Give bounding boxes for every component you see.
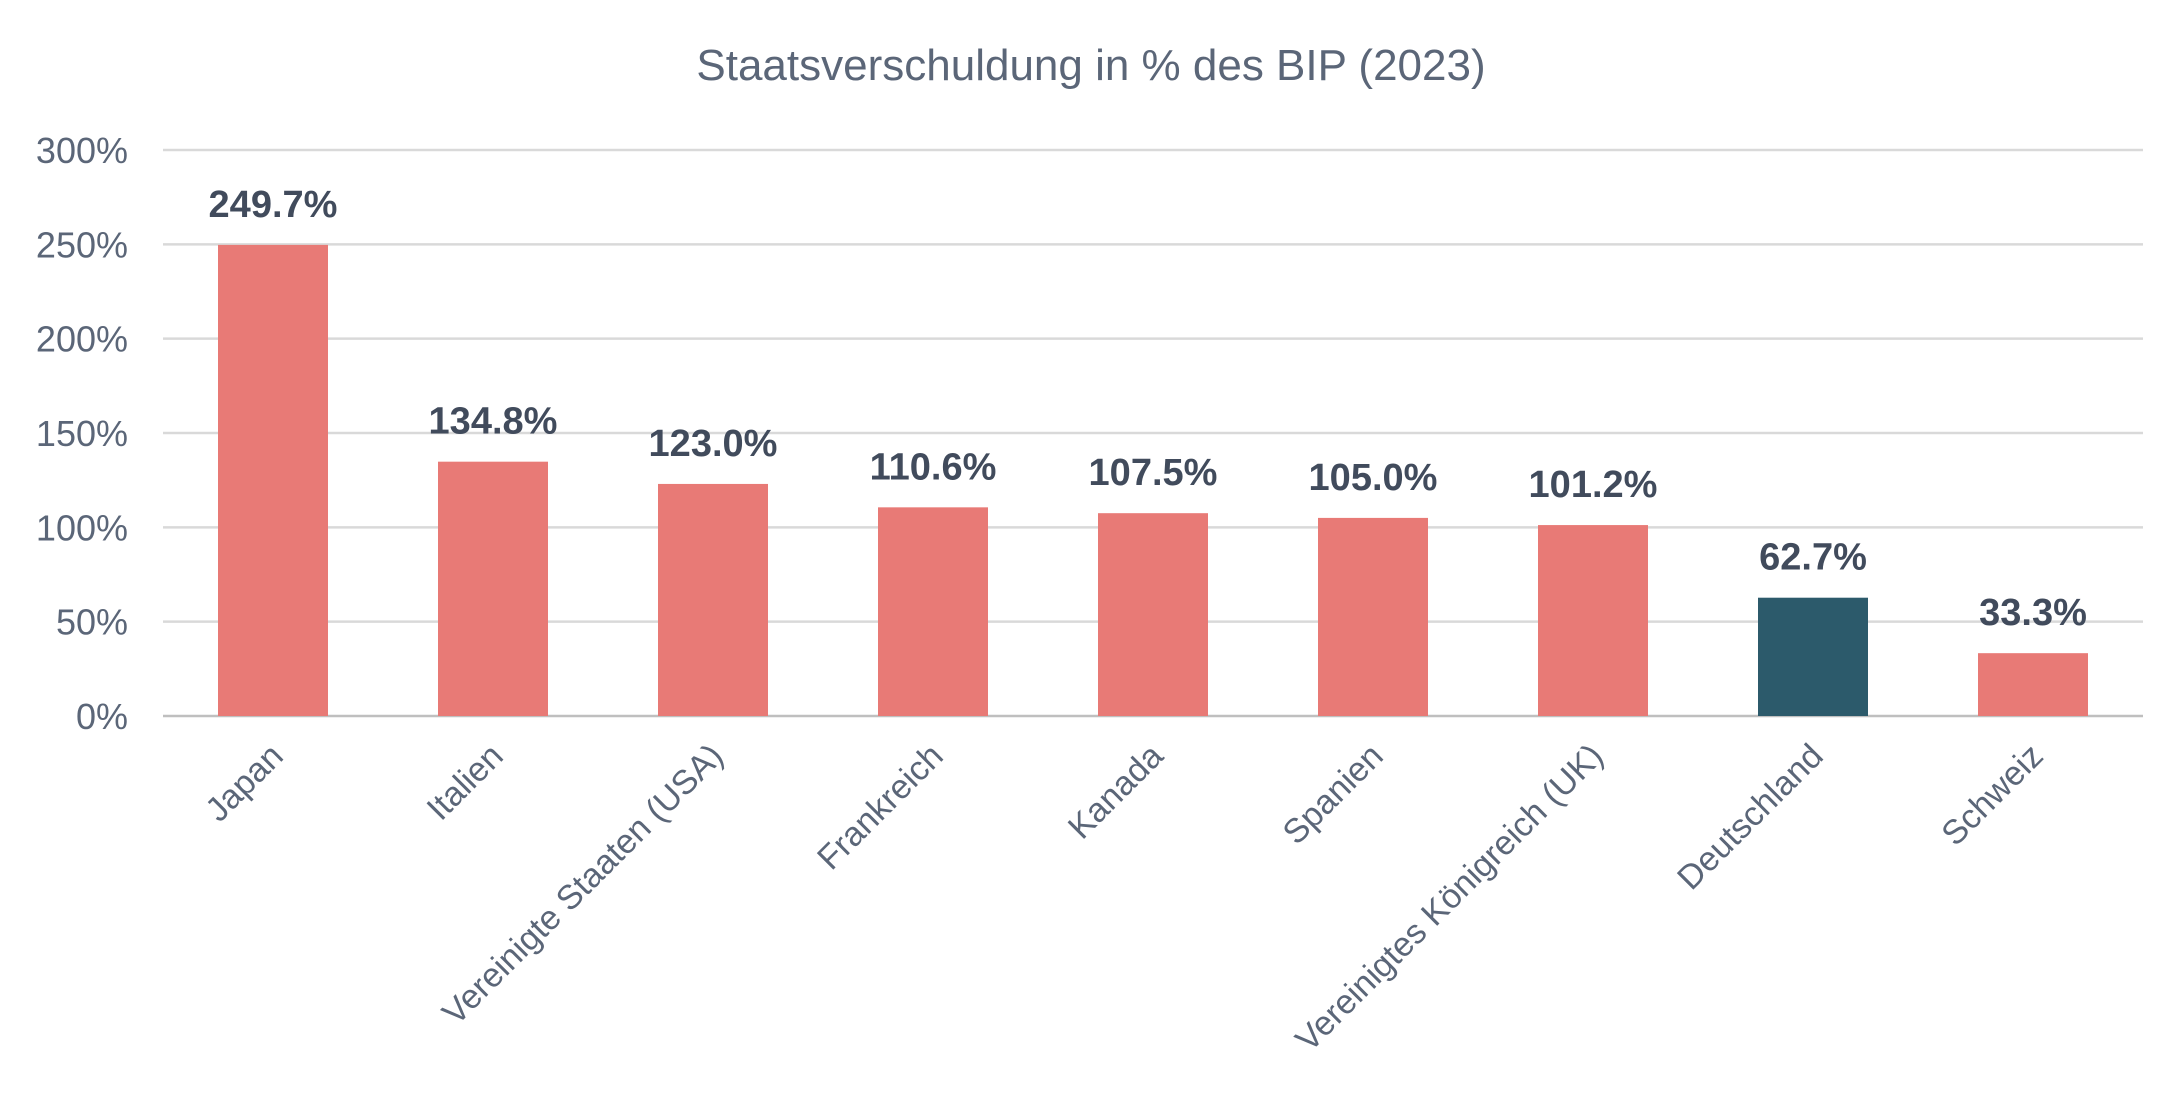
y-tick-label: 250%	[36, 224, 128, 265]
x-tick-label: Spanien	[1276, 737, 1391, 852]
y-tick-label: 100%	[36, 507, 128, 548]
y-tick-label: 200%	[36, 319, 128, 360]
x-tick-label: Japan	[198, 737, 290, 829]
data-label: 123.0%	[649, 423, 778, 465]
x-tick-label: Schweiz	[1934, 737, 2050, 853]
y-tick-label: 0%	[76, 696, 128, 737]
bar-vereinigte-staaten-usa	[658, 483, 768, 716]
x-tick-label: Deutschland	[1670, 737, 1831, 898]
bar-spanien	[1318, 517, 1428, 716]
data-label: 101.2%	[1529, 464, 1658, 506]
data-label: 134.8%	[429, 401, 558, 443]
data-label: 107.5%	[1089, 452, 1218, 494]
x-tick-label: Italien	[420, 737, 511, 828]
bar-italien	[438, 461, 548, 716]
x-tick-label: Kanada	[1061, 737, 1171, 847]
bar-kanada	[1098, 513, 1208, 716]
data-label: 105.0%	[1309, 457, 1438, 499]
x-tick-label: Frankreich	[810, 737, 950, 877]
y-tick-label: 150%	[36, 413, 128, 454]
chart-title: Staatsverschuldung in % des BIP (2023)	[696, 41, 1485, 90]
data-label: 249.7%	[209, 184, 338, 226]
data-label: 110.6%	[870, 446, 997, 488]
bar-schweiz	[1978, 653, 2088, 716]
y-tick-label: 50%	[56, 602, 128, 643]
bars	[218, 244, 2088, 716]
y-tick-label: 300%	[36, 130, 128, 171]
bar-deutschland	[1758, 597, 1868, 716]
data-labels: 249.7% 134.8% 123.0% 110.6% 107.5% 105.0% 101.…	[209, 184, 2087, 634]
y-axis: 0% 50% 100% 150% 200% 250% 300%	[36, 130, 128, 737]
data-label: 33.3%	[1979, 592, 2087, 634]
bar-japan	[218, 244, 328, 716]
bar-frankreich	[878, 507, 988, 716]
bar-vereinigtes-königreich-uk	[1538, 525, 1648, 716]
data-label: 62.7%	[1759, 537, 1867, 579]
